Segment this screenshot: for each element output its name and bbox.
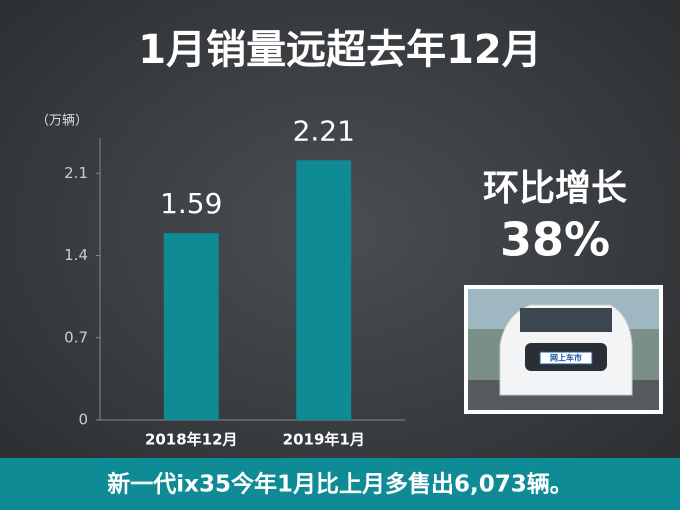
chart-title: 1月销量远超去年12月 bbox=[138, 27, 542, 73]
annotation: 38% bbox=[500, 213, 610, 267]
y-axis-label: （万辆） bbox=[36, 114, 88, 129]
caption-band bbox=[0, 458, 680, 510]
y-tick-label: 1.4 bbox=[64, 246, 88, 264]
annotation: 环比增长 bbox=[483, 168, 627, 209]
car-photo: 网上车市 bbox=[464, 285, 663, 414]
data-label: 1.59 bbox=[160, 187, 222, 220]
car-window bbox=[520, 308, 612, 332]
y-tick-label: 0 bbox=[78, 411, 88, 429]
plate-text: 网上车市 bbox=[550, 353, 582, 363]
data-label: 2.21 bbox=[293, 114, 355, 147]
y-tick-label: 0.7 bbox=[64, 328, 88, 346]
y-tick-label: 2.1 bbox=[64, 164, 88, 182]
x-tick-label: 2019年1月 bbox=[283, 431, 365, 449]
bar bbox=[163, 233, 219, 420]
x-tick-label: 2018年12月 bbox=[145, 431, 238, 449]
plate bbox=[539, 351, 593, 365]
bar bbox=[296, 160, 352, 420]
caption: 新一代ix35今年1月比上月多售出6,073辆。 bbox=[107, 471, 572, 498]
